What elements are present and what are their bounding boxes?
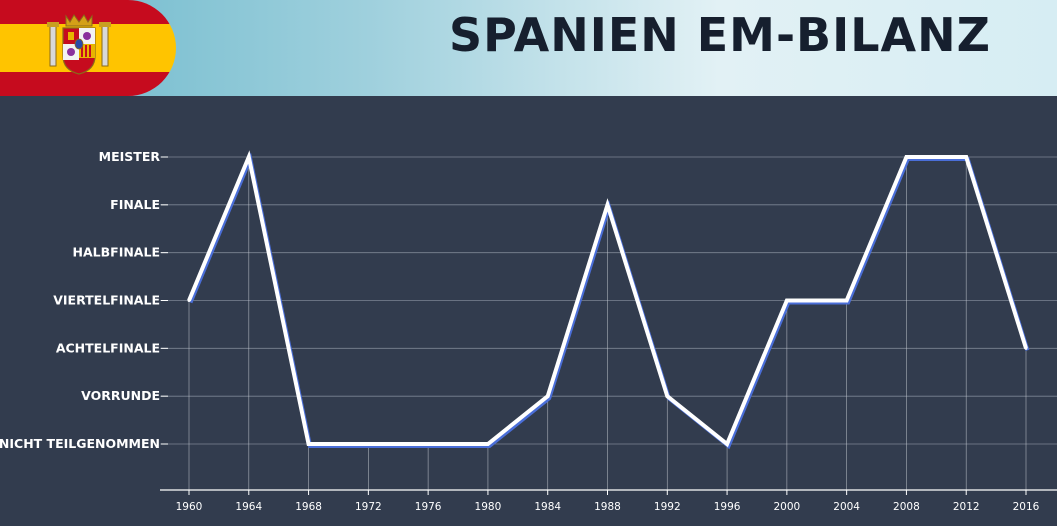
data-point-1980 [486, 442, 490, 446]
x-axis [160, 489, 1057, 495]
x-tick-label: 1988 [594, 501, 621, 513]
y-tick-label: FINALE [110, 197, 160, 212]
data-point-2000 [785, 299, 789, 302]
header-banner: Spanien EM-Bilanz [0, 0, 1057, 96]
series-line-shadow [188, 152, 1030, 450]
x-tick-label: 1992 [654, 501, 681, 513]
data-point-2004 [845, 299, 849, 302]
data-point-1996 [725, 442, 729, 446]
y-axis-labels: NICHT TEILGENOMMEN VORRUNDE ACHTELFINALE VI… [0, 149, 160, 451]
drop-lines [188, 157, 1027, 490]
x-tick-label: 1976 [415, 501, 442, 513]
data-point-1992 [665, 394, 669, 398]
data-point-1972 [366, 442, 370, 446]
spain-coat-of-arms-icon [47, 14, 111, 75]
y-tick-label: MEISTER [99, 149, 161, 164]
line-chart: NICHT TEILGENOMMEN VORRUNDE ACHTELFINALE VI… [0, 149, 1057, 513]
data-point-1984 [546, 394, 550, 398]
y-tick-label: NICHT TEILGENOMMEN [0, 436, 160, 451]
x-tick-label: 2016 [1013, 501, 1040, 513]
x-tick-label: 1964 [235, 501, 262, 513]
x-axis-labels: 1960 1964 1968 1972 1976 1980 1984 1988 1992 1996… [176, 501, 1040, 513]
x-tick-label: 2012 [953, 501, 980, 513]
data-point-2008 [904, 155, 908, 159]
x-tick-label: 1968 [295, 501, 322, 513]
data-point-1960 [187, 299, 191, 302]
x-tick-label: 2004 [833, 501, 860, 513]
data-series [187, 150, 1030, 450]
x-tick-label: 1984 [534, 501, 561, 513]
y-tick-label: HALBFINALE [73, 245, 160, 260]
x-tick-label: 2000 [773, 501, 800, 513]
page-title: Spanien EM-Bilanz [448, 8, 991, 62]
x-tick-label: 1996 [714, 501, 741, 513]
grid-lines [160, 156, 1057, 445]
x-tick-label: 1980 [475, 501, 502, 513]
x-tick-label: 2008 [893, 501, 920, 513]
x-tick-label: 1972 [355, 501, 382, 513]
data-point-2016 [1024, 346, 1028, 350]
data-point-1968 [307, 442, 311, 446]
y-tick-label: VIERTELFINALE [53, 293, 160, 308]
x-tick-label: 1960 [176, 501, 203, 513]
data-point-1988 [606, 203, 609, 207]
data-point-1964 [247, 155, 251, 159]
data-point-1976 [426, 442, 430, 446]
y-tick-label: ACHTELFINALE [56, 340, 160, 355]
data-point-2012 [964, 155, 968, 159]
y-tick-label: VORRUNDE [81, 388, 160, 403]
